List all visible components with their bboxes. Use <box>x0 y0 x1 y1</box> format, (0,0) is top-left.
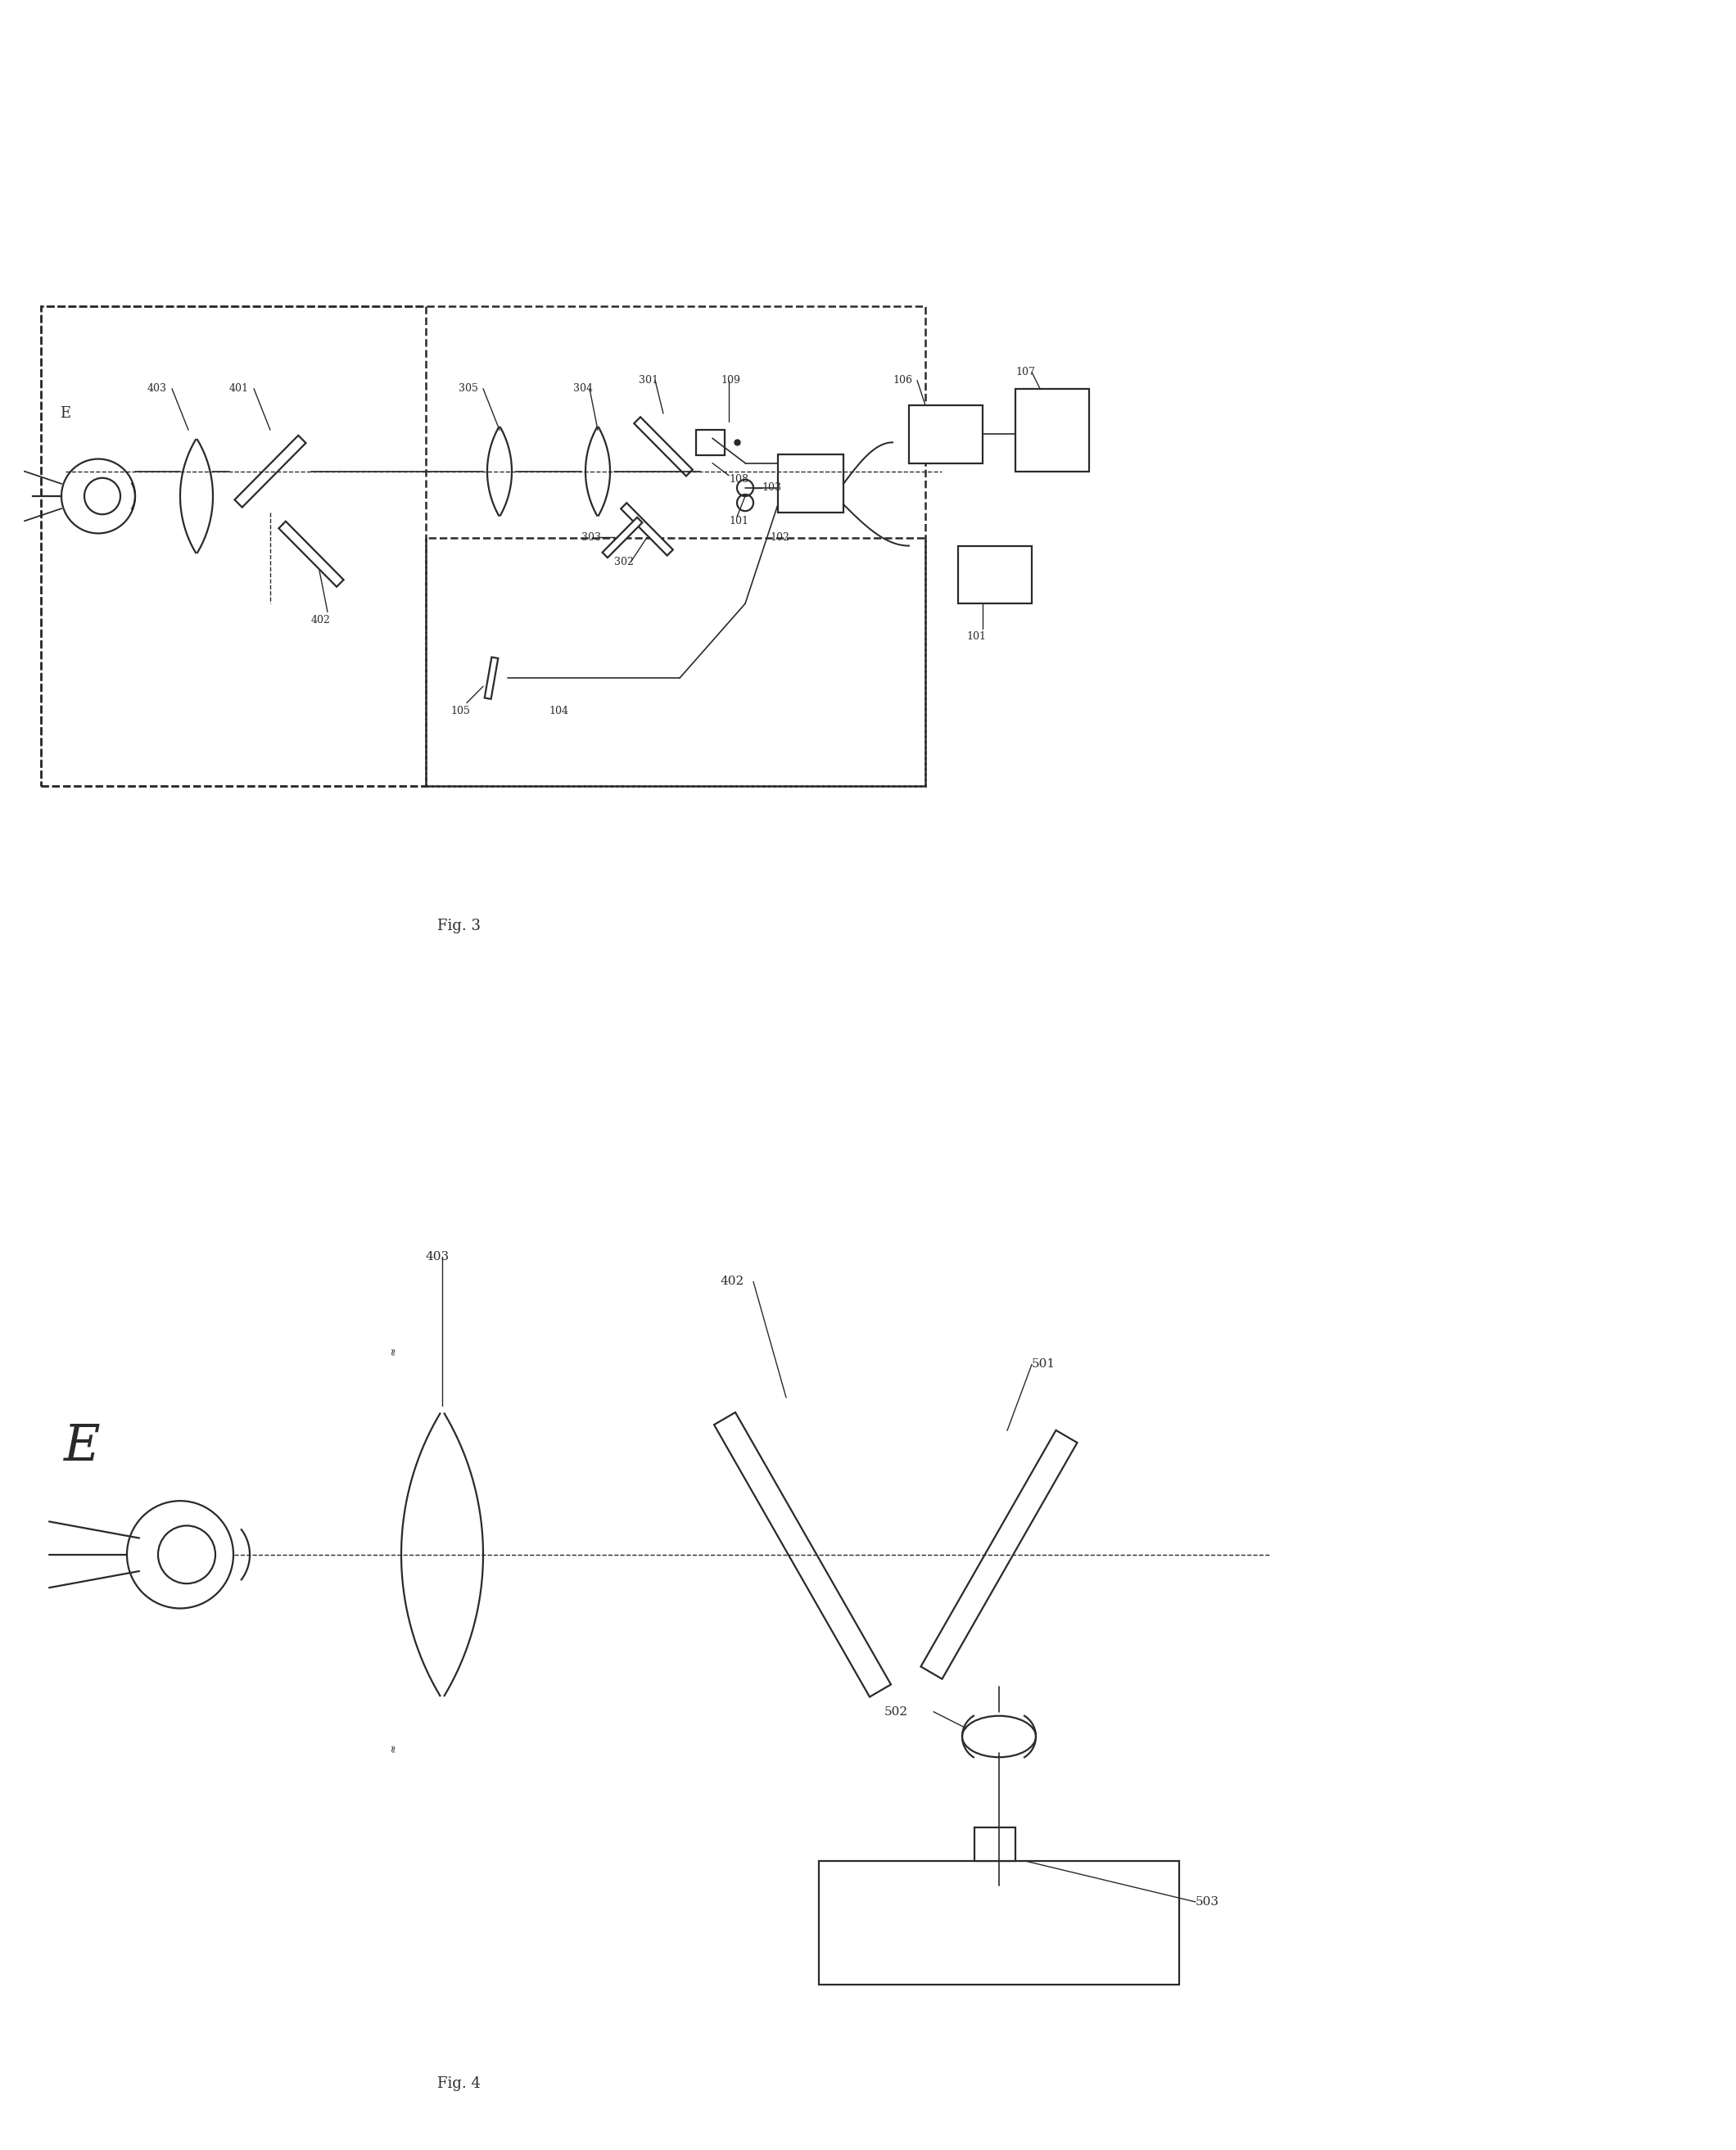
Text: Fig. 4: Fig. 4 <box>437 2077 481 2092</box>
Text: 403: 403 <box>425 1251 450 1262</box>
Text: 107: 107 <box>1016 368 1035 378</box>
Text: 401: 401 <box>229 383 248 393</box>
Text: $\approx$: $\approx$ <box>387 1744 398 1757</box>
Text: E: E <box>64 1423 101 1471</box>
Polygon shape <box>234 436 306 507</box>
Polygon shape <box>634 417 693 475</box>
Text: Fig. 3: Fig. 3 <box>437 918 481 933</box>
Text: 102: 102 <box>769 533 790 542</box>
Text: 106: 106 <box>892 374 911 385</box>
Text: $\approx$: $\approx$ <box>387 1348 398 1359</box>
Ellipse shape <box>962 1716 1036 1757</box>
Bar <box>974 1827 1016 1860</box>
Text: 503: 503 <box>1196 1896 1219 1907</box>
Polygon shape <box>713 1413 891 1696</box>
Text: 101: 101 <box>967 632 986 643</box>
Bar <box>1016 389 1088 471</box>
Text: 104: 104 <box>549 705 568 716</box>
Text: 302: 302 <box>615 557 634 568</box>
Text: 402: 402 <box>720 1275 745 1288</box>
Polygon shape <box>279 520 344 587</box>
Polygon shape <box>602 518 642 557</box>
Text: 501: 501 <box>1031 1359 1055 1370</box>
Bar <box>910 404 983 462</box>
Polygon shape <box>920 1430 1078 1679</box>
Text: 108: 108 <box>729 475 748 486</box>
Text: 403: 403 <box>148 383 167 393</box>
Bar <box>425 538 925 785</box>
Bar <box>42 305 425 785</box>
Polygon shape <box>621 503 674 555</box>
Polygon shape <box>484 658 498 699</box>
Text: 402: 402 <box>311 615 332 626</box>
Text: 103: 103 <box>762 482 781 492</box>
Text: 301: 301 <box>639 374 658 385</box>
Text: 502: 502 <box>884 1705 908 1718</box>
Text: 105: 105 <box>450 705 470 716</box>
Bar <box>42 305 925 785</box>
Text: 304: 304 <box>573 383 594 393</box>
Bar <box>778 456 844 512</box>
Text: 109: 109 <box>720 374 740 385</box>
Text: 303: 303 <box>582 533 601 542</box>
Bar <box>696 430 724 456</box>
Text: 101: 101 <box>729 516 748 527</box>
Bar <box>958 546 1031 604</box>
Text: E: E <box>61 406 71 421</box>
Text: 305: 305 <box>458 383 477 393</box>
Bar <box>819 1860 1179 1984</box>
